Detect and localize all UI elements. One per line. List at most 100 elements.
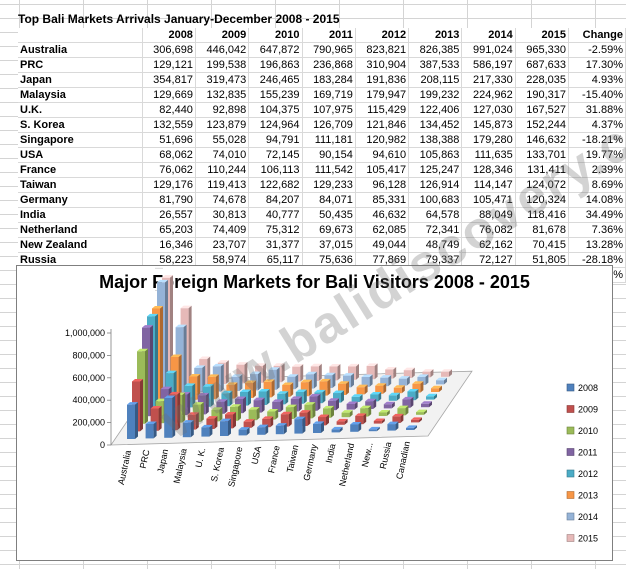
bar-side-face: [434, 393, 437, 400]
bar-2013-canadian: [431, 385, 442, 392]
value-cell: 114,147: [461, 177, 516, 193]
bar-top-face: [165, 370, 177, 374]
bar-front-face: [338, 383, 346, 395]
bar-2009-netherland: [355, 413, 367, 425]
table-header-2009: 2009: [195, 28, 250, 43]
value-cell: 131,411: [515, 162, 570, 178]
value-cell: 217,330: [461, 72, 516, 88]
bar-side-face: [155, 313, 158, 409]
bar-top-face: [142, 325, 153, 328]
bar-side-face: [449, 369, 452, 377]
value-cell: 146,632: [515, 132, 570, 148]
value-cell: 62,085: [355, 222, 410, 238]
bar-top-face: [280, 411, 292, 415]
bar-front-face: [127, 404, 135, 439]
bar-front-face: [398, 378, 407, 386]
bar-2010-uk: [211, 407, 223, 422]
bar-front-face: [201, 427, 210, 437]
x-tick-label: S. Korea: [209, 446, 226, 482]
bar-front-face: [431, 388, 439, 392]
bar-2010-netherland: [360, 405, 372, 417]
bar-top-face: [220, 418, 231, 422]
table-row: Taiwan 129,176 119,413 122,682 129,233 96,128…: [18, 177, 626, 193]
bar-side-face: [160, 305, 163, 401]
value-cell: 124,964: [248, 117, 303, 133]
value-cell: 152,244: [515, 117, 570, 133]
bar-top-face: [318, 414, 329, 418]
bar-side-face: [293, 404, 297, 419]
value-cell: 105,417: [355, 162, 410, 178]
bar-2008-canadian: [406, 425, 417, 430]
bar-front-face: [426, 396, 434, 400]
bar-top-face: [245, 380, 256, 383]
x-tick-label: USA: [250, 445, 264, 465]
bar-top-face: [422, 369, 434, 372]
bar-2015-newzealand: [403, 367, 415, 378]
bar-side-face: [295, 374, 299, 390]
bar-top-face: [333, 390, 344, 394]
bar-side-face: [251, 419, 255, 428]
change-cell: 19.77%: [568, 147, 626, 163]
bar-front-face: [150, 408, 159, 431]
bar-2009-germany: [318, 414, 329, 426]
bar-front-face: [319, 381, 328, 396]
value-cell: 199,232: [408, 87, 463, 103]
bar-2015-netherland: [385, 366, 397, 379]
value-cell: 70,415: [515, 237, 570, 253]
bar-top-face: [417, 374, 429, 377]
bar-2012-canadian: [426, 393, 437, 400]
bar-front-face: [387, 424, 396, 431]
bar-side-face: [265, 424, 269, 435]
value-cell: 111,635: [461, 147, 516, 163]
bar-top-face: [273, 363, 285, 366]
bar-top-face: [262, 416, 274, 419]
bar-front-face: [392, 416, 401, 423]
bar-side-face: [359, 394, 363, 402]
legend-swatch: [566, 491, 575, 499]
bar-side-face: [192, 383, 196, 408]
bar-2012-netherland: [370, 391, 382, 402]
bar-top-face: [221, 390, 233, 394]
value-cell: 92,898: [195, 102, 250, 118]
bar-front-face: [323, 408, 331, 418]
bar-top-face: [294, 416, 306, 420]
x-tick-label: U. K.: [193, 447, 207, 469]
bar-side-face: [415, 388, 419, 401]
change-cell: 4.37%: [568, 117, 626, 133]
bar-front-face: [206, 418, 215, 429]
bar-top-face: [328, 398, 339, 401]
bar-side-face: [188, 305, 192, 386]
bar-front-face: [388, 395, 397, 401]
bar-2008-newzealand: [368, 426, 380, 432]
bar-2009-india: [336, 418, 348, 425]
bar-2013-taiwan: [319, 378, 331, 396]
country-cell: Netherland: [18, 222, 143, 238]
bar-2014-russia: [417, 374, 429, 385]
bar-side-face: [246, 427, 250, 436]
legend-label: 2012: [578, 469, 598, 479]
chart-area[interactable]: Major Foreign Markets for Bali Visitors …: [16, 265, 613, 561]
change-cell: 14.08%: [568, 192, 626, 208]
value-cell: 82,440: [142, 102, 196, 118]
value-cell: 586,197: [461, 57, 516, 73]
country-cell: U.K.: [18, 102, 143, 118]
table-row: New Zealand 16,346 23,707 31,377 37,015 49,04…: [18, 237, 626, 253]
value-cell: 58,223: [142, 252, 196, 268]
bar-side-face: [332, 372, 336, 388]
bar-2011-newzealand: [383, 401, 395, 409]
bar-2011-usa: [272, 399, 284, 412]
value-cell: 246,465: [248, 72, 303, 88]
bar-top-face: [267, 409, 279, 412]
bar-2008-russia: [387, 421, 399, 431]
value-cell: 120,324: [515, 192, 570, 208]
bar-front-face: [164, 398, 173, 438]
table-header-2010: 2010: [248, 28, 303, 43]
bar-side-face: [331, 405, 334, 418]
bar-front-face: [346, 403, 355, 410]
bar-side-face: [283, 423, 287, 435]
bar-top-face: [248, 407, 260, 410]
value-cell: 790,965: [302, 42, 356, 58]
legend-swatch: [566, 512, 575, 521]
bar-side-face: [337, 364, 341, 381]
legend-label: 2008: [578, 383, 598, 393]
